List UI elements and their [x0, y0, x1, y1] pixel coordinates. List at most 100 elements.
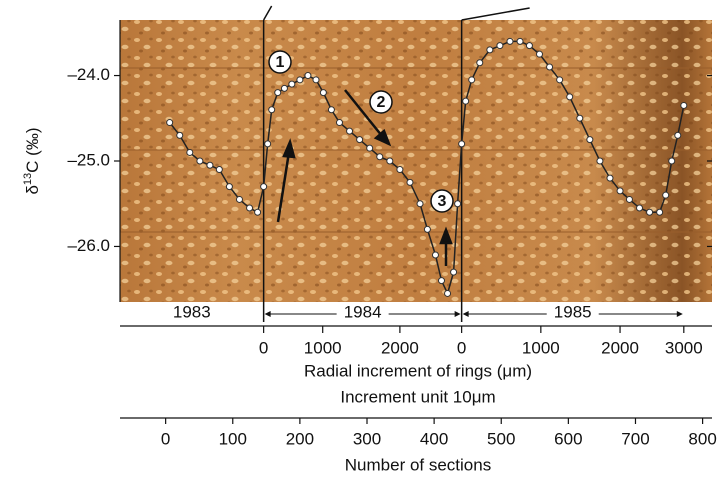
data-point: [496, 42, 504, 50]
x2-tick-label: 3000: [665, 338, 703, 357]
year-boundary-top: [262, 5, 273, 21]
data-point: [616, 187, 624, 195]
data-point: [176, 131, 184, 139]
data-point: [288, 80, 296, 88]
y-tick-label: –26.0: [67, 236, 110, 255]
data-point: [376, 153, 384, 161]
annotation-label: 1: [276, 54, 285, 71]
annotation-label: 3: [438, 193, 447, 210]
y-tick-label: –25.0: [67, 150, 110, 169]
data-point: [506, 37, 514, 45]
y-axis-label: δ13C (‰): [22, 127, 43, 194]
data-point: [674, 131, 682, 139]
data-point: [431, 251, 439, 259]
data-point: [656, 208, 664, 216]
x-tick-label: 0: [161, 429, 170, 448]
data-point: [680, 101, 688, 109]
data-point: [646, 208, 654, 216]
annotation-circle: [430, 189, 454, 213]
data-point: [416, 200, 424, 208]
data-point: [668, 157, 676, 165]
data-point: [235, 195, 243, 203]
data-point: [356, 136, 364, 144]
data-point: [566, 93, 574, 101]
y-tick-label: –24.0: [67, 65, 110, 84]
data-point: [366, 144, 374, 152]
data-point: [196, 157, 204, 165]
data-point: [246, 204, 254, 212]
x-tick-label: 300: [353, 429, 381, 448]
x2-tick-label: 0: [259, 338, 268, 357]
data-point: [296, 76, 304, 84]
x2-tick-label: 0: [457, 338, 466, 357]
y-label-prefix: δ: [23, 185, 42, 194]
x2-tick-label: 1000: [304, 338, 342, 357]
data-point: [346, 127, 354, 135]
data-point: [486, 46, 494, 54]
data-point: [396, 166, 404, 174]
data-point: [454, 200, 462, 208]
data-point: [186, 148, 194, 156]
data-point: [304, 72, 312, 80]
x-tick-label: 200: [286, 429, 314, 448]
data-point: [625, 195, 633, 203]
data-point: [576, 114, 584, 122]
x-tick-label: 700: [621, 429, 649, 448]
data-point: [636, 204, 644, 212]
data-point: [444, 289, 452, 297]
data-point: [462, 97, 470, 105]
arrows: [276, 89, 453, 266]
data-point: [662, 191, 670, 199]
data-line: [169, 40, 685, 296]
band-lines: [120, 67, 712, 233]
data-point: [458, 140, 466, 148]
x-axis-label: Number of sections: [345, 455, 491, 474]
x-tick-label: 400: [420, 429, 448, 448]
y-label-sup: 13: [22, 173, 34, 185]
data-point: [596, 157, 604, 165]
data-point: [406, 178, 414, 186]
data-point: [586, 136, 594, 144]
data-point: [423, 225, 431, 233]
x-tick-label: 800: [688, 429, 716, 448]
annotation-circle: [268, 50, 292, 74]
data-point: [215, 166, 223, 174]
data-point: [327, 106, 335, 114]
data-point: [254, 208, 262, 216]
year-label: 1984: [344, 302, 382, 321]
data-point: [225, 183, 233, 191]
data-point: [206, 161, 214, 169]
data-point: [536, 50, 544, 58]
data-point: [264, 140, 272, 148]
wood-texture: [120, 20, 712, 302]
y-label-suffix: C (‰): [23, 127, 42, 172]
annotation-circle: [369, 90, 393, 114]
data-point: [386, 157, 394, 165]
data-point: [438, 277, 446, 285]
data-point: [268, 106, 276, 114]
data-point: [260, 183, 268, 191]
x2-tick-label: 2000: [601, 338, 639, 357]
data-point: [606, 174, 614, 182]
data-point: [274, 89, 282, 97]
x2-axis-sublabel: Increment unit 10μm: [340, 387, 495, 406]
x-tick-label: 100: [219, 429, 247, 448]
data-point: [319, 89, 327, 97]
data-point: [335, 119, 343, 127]
data-point: [166, 119, 174, 127]
year-boundary-top: [461, 7, 530, 21]
year-label: 1985: [554, 302, 592, 321]
x2-axis-label: Radial increment of rings (μm): [304, 361, 532, 380]
data-point: [556, 76, 564, 84]
data-point: [516, 37, 524, 45]
data-point: [476, 59, 484, 67]
data-point: [525, 42, 533, 50]
data-point: [546, 63, 554, 71]
year-label: 1983: [173, 302, 211, 321]
x-tick-label: 500: [487, 429, 515, 448]
data-point: [312, 76, 320, 84]
data-point: [280, 84, 288, 92]
data-point: [450, 268, 458, 276]
data-point: [468, 76, 476, 84]
